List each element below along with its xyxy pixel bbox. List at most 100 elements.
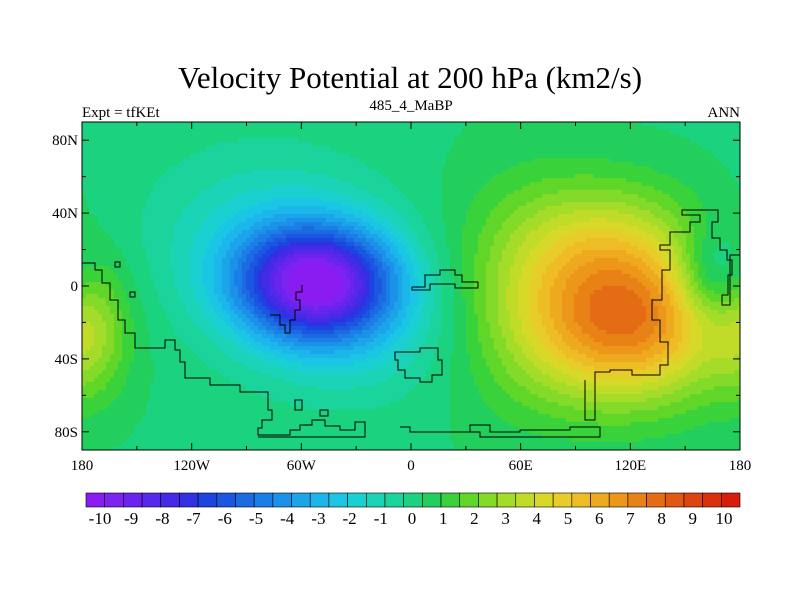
field-cell [690, 230, 695, 235]
field-cell [290, 138, 295, 143]
field-cell [730, 202, 735, 207]
field-cell [658, 218, 663, 223]
field-cell [398, 138, 403, 143]
field-cell [94, 202, 99, 207]
field-cell [522, 210, 527, 215]
field-cell [402, 138, 407, 143]
field-cell [102, 214, 107, 219]
field-cell [178, 222, 183, 227]
field-cell [242, 150, 247, 155]
field-cell [454, 146, 459, 151]
field-cell [126, 242, 131, 247]
field-cell [82, 170, 87, 175]
field-cell [114, 174, 119, 179]
field-cell [334, 126, 339, 131]
field-cell [466, 226, 471, 231]
field-cell [314, 122, 319, 127]
field-cell [198, 126, 203, 131]
field-cell [346, 206, 351, 211]
field-cell [94, 170, 99, 175]
field-cell [710, 174, 715, 179]
field-cell [354, 162, 359, 167]
field-cell [274, 198, 279, 203]
field-cell [414, 186, 419, 191]
field-cell [554, 238, 559, 243]
field-cell [194, 218, 199, 223]
field-cell [650, 186, 655, 191]
field-cell [490, 230, 495, 235]
field-cell [450, 194, 455, 199]
field-cell [118, 210, 123, 215]
field-cell [250, 238, 255, 243]
field-cell [486, 206, 491, 211]
field-cell [622, 142, 627, 147]
field-cell [698, 154, 703, 159]
field-cell [210, 230, 215, 235]
field-cell [258, 206, 263, 211]
field-cell [134, 202, 139, 207]
field-cell [418, 158, 423, 163]
field-cell [186, 138, 191, 143]
field-cell [314, 194, 319, 199]
field-cell [402, 178, 407, 183]
field-cell [270, 174, 275, 179]
field-cell [698, 198, 703, 203]
field-cell [670, 198, 675, 203]
field-cell [310, 150, 315, 155]
field-cell [158, 218, 163, 223]
field-cell [226, 122, 231, 127]
field-cell [194, 150, 199, 155]
field-cell [682, 238, 687, 243]
field-cell [618, 130, 623, 135]
field-cell [158, 198, 163, 203]
field-cell [390, 202, 395, 207]
field-cell [614, 222, 619, 227]
field-cell [186, 166, 191, 171]
field-cell [214, 202, 219, 207]
field-cell [550, 210, 555, 215]
field-cell [238, 158, 243, 163]
field-cell [326, 134, 331, 139]
field-cell [594, 150, 599, 155]
field-cell [158, 210, 163, 215]
field-cell [458, 126, 463, 131]
field-cell [574, 166, 579, 171]
field-cell [574, 206, 579, 211]
field-cell [218, 226, 223, 231]
field-cell [538, 170, 543, 175]
field-cell [654, 154, 659, 159]
field-cell [630, 182, 635, 187]
field-cell [102, 174, 107, 179]
field-cell [90, 158, 95, 163]
field-cell [598, 182, 603, 187]
field-cell [154, 182, 159, 187]
field-cell [482, 130, 487, 135]
field-cell [726, 198, 731, 203]
field-cell [134, 134, 139, 139]
field-cell [146, 150, 151, 155]
field-cell [534, 190, 539, 195]
field-cell [686, 174, 691, 179]
field-cell [526, 130, 531, 135]
field-cell [82, 126, 87, 131]
field-cell [202, 222, 207, 227]
field-cell [458, 134, 463, 139]
field-cell [118, 182, 123, 187]
field-cell [478, 198, 483, 203]
field-cell [686, 238, 691, 243]
field-cell [446, 230, 451, 235]
field-cell [498, 158, 503, 163]
field-cell [330, 154, 335, 159]
field-cell [138, 146, 143, 151]
field-cell [610, 226, 615, 231]
field-cell [698, 222, 703, 227]
field-cell [606, 194, 611, 199]
field-cell [690, 150, 695, 155]
field-cell [378, 146, 383, 151]
field-cell [98, 206, 103, 211]
field-cell [662, 230, 667, 235]
field-cell [462, 194, 467, 199]
field-cell [542, 126, 547, 131]
field-cell [422, 186, 427, 191]
field-cell [474, 230, 479, 235]
